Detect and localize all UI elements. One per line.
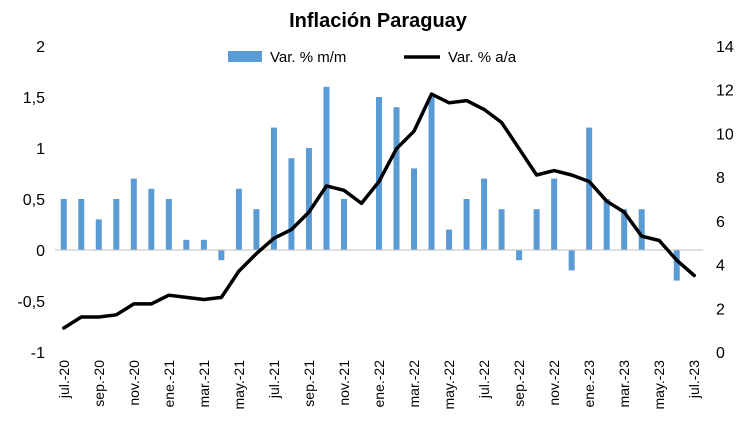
bar-mm	[411, 168, 418, 250]
bar-mm	[183, 239, 190, 250]
bar-mm	[481, 178, 488, 250]
y-axis-left: -1 -0,5 0 0,5 1 1,5 2	[17, 39, 45, 362]
x-tick-label: may.-22	[441, 360, 457, 410]
y-left-tick-label: 1,5	[23, 90, 45, 107]
bar-mm	[376, 97, 382, 250]
x-tick-label: mar.-21	[196, 360, 212, 408]
bar-mm	[340, 199, 347, 250]
x-axis: jul.-20 sep.-20 nov.-20 ene.-21 mar.-21 may.-…	[56, 360, 702, 410]
bar-mm	[253, 209, 260, 250]
y-left-tick-label: 0,5	[23, 192, 45, 209]
bar-mm	[218, 250, 225, 261]
legend: Var. % m/m Var. % a/a	[228, 49, 517, 66]
legend-label-mm: Var. % m/m	[270, 49, 346, 66]
x-tick-label: jul.-20	[56, 360, 72, 399]
legend-swatch-mm	[228, 51, 262, 62]
bar-mm	[516, 250, 523, 261]
bars-mm	[60, 86, 680, 281]
x-tick-label: jul.-21	[266, 360, 282, 399]
y-right-tick-label: 4	[716, 258, 725, 275]
bar-mm	[498, 209, 505, 250]
legend-label-aa: Var. % a/a	[448, 49, 517, 66]
y-left-tick-label: 1	[36, 141, 45, 158]
y-left-tick-label: -0,5	[17, 294, 45, 311]
x-tick-label: nov.-20	[126, 360, 142, 406]
y-right-tick-label: 14	[716, 39, 734, 56]
x-tick-label: sep.-20	[91, 360, 107, 407]
y-right-tick-label: 10	[716, 126, 734, 143]
bar-mm	[603, 199, 610, 250]
bar-mm	[393, 107, 400, 250]
bar-mm	[533, 209, 540, 250]
y-right-tick-label: 8	[716, 170, 725, 187]
bar-mm	[463, 199, 470, 250]
y-right-tick-label: 2	[716, 301, 725, 318]
y-right-tick-label: 12	[716, 83, 734, 100]
bar-mm	[113, 199, 120, 250]
y-left-tick-label: -1	[31, 345, 45, 362]
bar-mm	[638, 209, 645, 250]
bar-mm	[428, 97, 435, 250]
x-tick-label: ene.-22	[371, 360, 387, 408]
x-tick-label: jul.-22	[476, 360, 492, 399]
line-aa	[62, 92, 696, 330]
x-tick-label: ene.-23	[581, 360, 597, 408]
bar-mm	[673, 250, 680, 281]
x-tick-label: sep.-22	[511, 360, 527, 407]
bar-mm	[78, 199, 85, 250]
x-tick-label: may.-21	[231, 360, 247, 410]
x-tick-label: nov.-22	[546, 360, 562, 406]
bar-mm	[551, 178, 558, 250]
bar-mm	[586, 127, 593, 250]
x-tick-label: jul.-23	[686, 360, 702, 399]
x-tick-label: ene.-21	[161, 360, 177, 408]
y-right-tick-label: 0	[716, 345, 725, 362]
line-aa-path	[62, 92, 696, 330]
bar-mm	[323, 86, 330, 250]
bar-mm	[270, 127, 277, 250]
bar-mm	[60, 199, 67, 250]
bar-mm	[148, 188, 155, 250]
bar-mm	[446, 229, 453, 250]
chart-title: Inflación Paraguay	[289, 10, 468, 32]
y-axis-right: 0 2 4 6 8 10 12 14	[716, 39, 734, 362]
bar-mm	[568, 250, 575, 271]
x-tick-label: mar.-23	[616, 360, 632, 408]
x-tick-label: nov.-21	[336, 360, 352, 406]
bar-mm	[621, 209, 628, 250]
x-tick-label: mar.-22	[406, 360, 422, 408]
bar-mm	[235, 188, 242, 250]
bar-mm	[95, 219, 102, 250]
bar-mm	[130, 178, 137, 250]
x-tick-label: may.-23	[651, 360, 667, 410]
y-left-tick-label: 0	[36, 243, 45, 260]
bar-mm	[305, 148, 312, 250]
y-right-tick-label: 6	[716, 214, 725, 231]
bar-mm	[165, 199, 172, 250]
bar-mm	[200, 239, 207, 250]
bar-mm	[288, 158, 295, 250]
y-left-tick-label: 2	[36, 39, 45, 56]
x-tick-label: sep.-21	[301, 360, 317, 407]
